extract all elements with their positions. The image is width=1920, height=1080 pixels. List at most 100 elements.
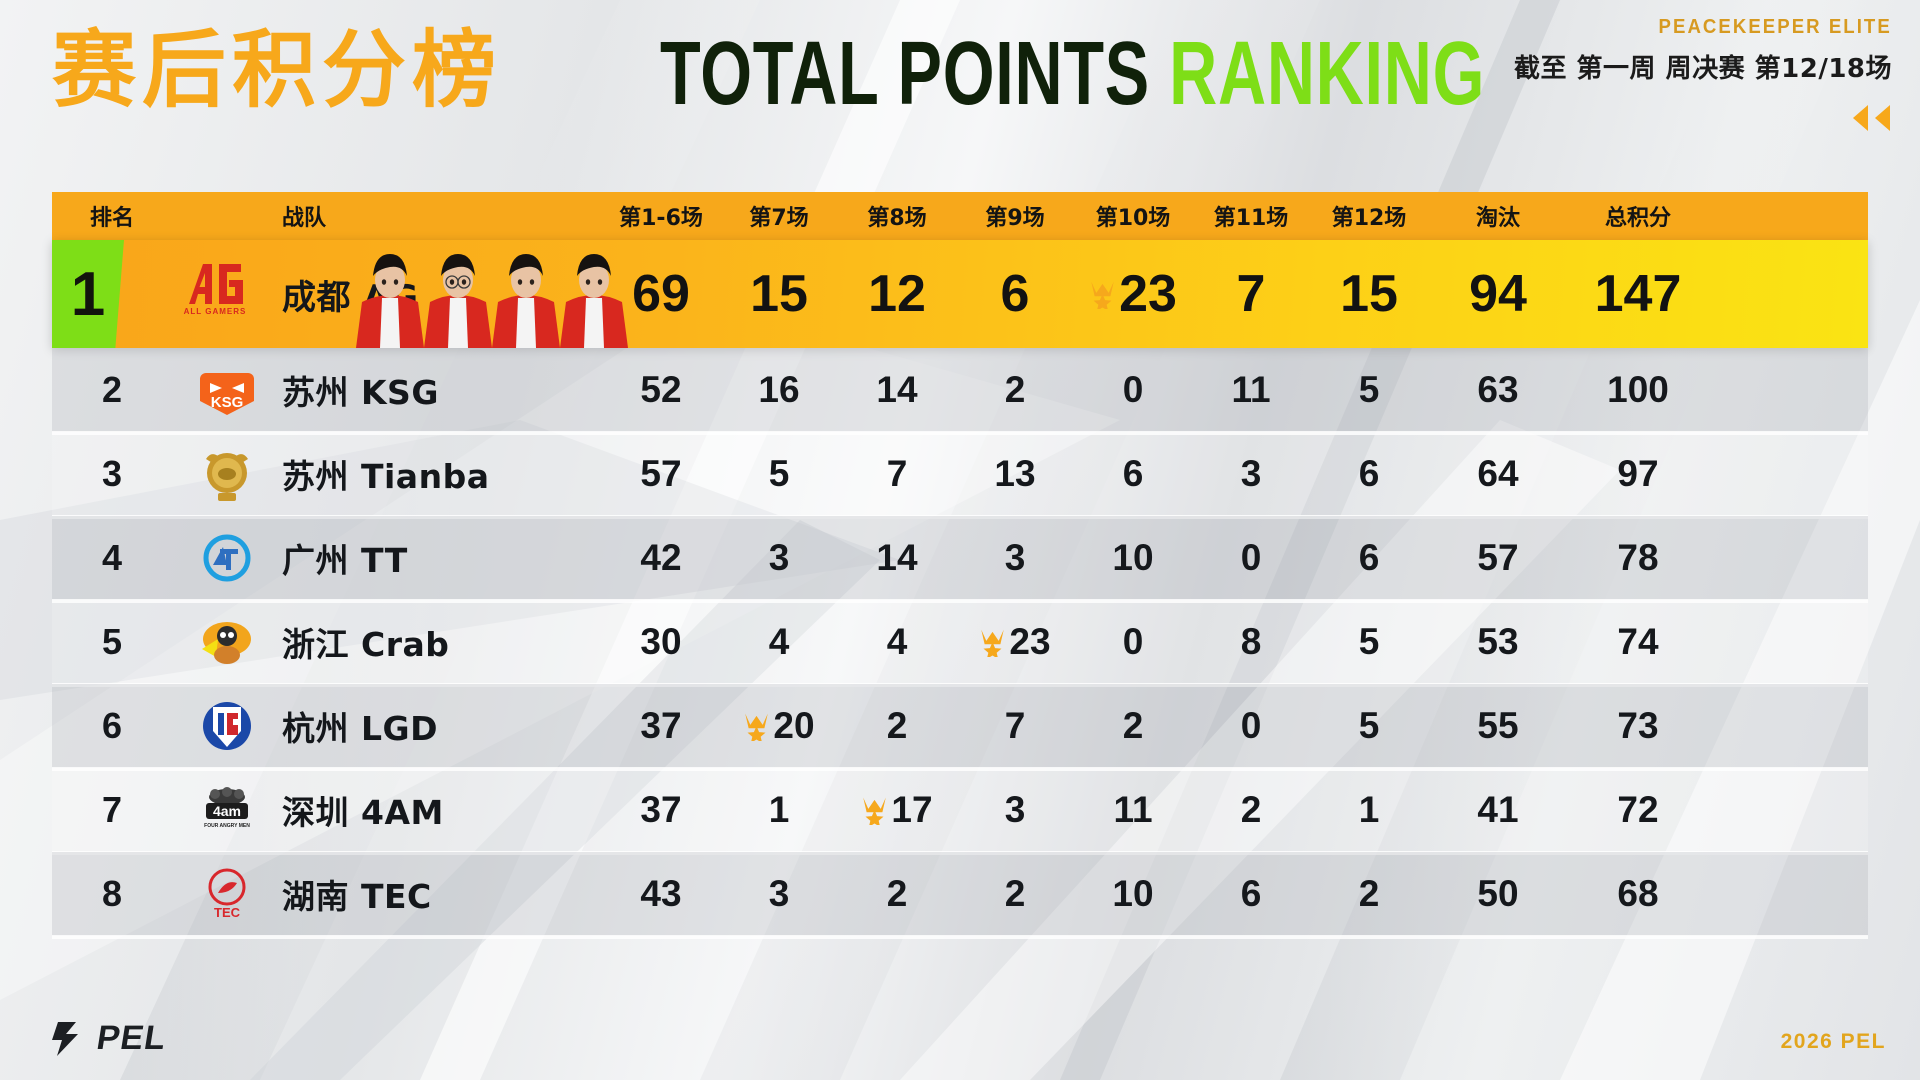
cell-kills: 55	[1477, 705, 1519, 746]
cell-m9: 7	[1004, 705, 1026, 746]
navigation-arrows[interactable]	[1853, 105, 1890, 131]
cell-m1_6: 37	[640, 705, 682, 746]
cell-m1_6: 42	[640, 537, 682, 578]
column-header-m1_6: 第1-6场	[619, 206, 703, 231]
cell-total: 97	[1617, 453, 1659, 494]
cell-m12: 5	[1358, 705, 1380, 746]
tec-logo: TEC	[208, 868, 246, 920]
cell-m11: 11	[1231, 369, 1271, 410]
fouram-logo: 4am FOUR ANGRY MEN	[204, 787, 250, 829]
wwcd-star-icon	[863, 797, 887, 825]
column-header-m9: 第9场	[985, 206, 1045, 231]
cell-kills: 64	[1477, 453, 1519, 494]
table-row[interactable]: 5 浙江 Crab 30 4 4 23 0 8 5 53 74	[52, 600, 1868, 687]
ksg-logo: KSG	[200, 373, 254, 415]
table-header-row: 排名 战队 第1-6场 第7场 第8场 第9场 第10场 第11场 第12场 淘汰 总积分	[52, 192, 1868, 240]
column-header-m11: 第11场	[1213, 206, 1289, 231]
team-name-cell: 广州 TT	[282, 541, 408, 580]
team-name-cell: 湖南 TEC	[282, 877, 432, 916]
table-row[interactable]: 2 KSG 苏州 KSG 52 16 14 2 0 11 5 63 100	[52, 348, 1868, 435]
lightning-bolt-icon	[52, 1022, 78, 1056]
rank-cell: 8	[101, 873, 123, 914]
cell-m12: 5	[1358, 621, 1380, 662]
ag-logo: ALL GAMERS	[184, 264, 245, 316]
cell-total: 72	[1617, 789, 1659, 830]
table-row[interactable]: 1 ALL GAMERS 成都 AG 69 15 12 6 23 7 15 94 147	[52, 240, 1868, 348]
cell-m8: 17	[838, 789, 956, 831]
table-body: 1 ALL GAMERS 成都 AG 69 15 12 6 23 7 15 94 147 2 KSG 苏州 …	[52, 240, 1868, 939]
cell-m12: 5	[1358, 369, 1380, 410]
arrow-left-icon-2[interactable]	[1875, 105, 1890, 131]
cell-m9: 2	[1004, 873, 1026, 914]
cell-m11: 8	[1240, 621, 1262, 662]
cell-m1_6: 69	[632, 265, 690, 323]
copyright-text: 2026 PEL	[1780, 1030, 1886, 1053]
cell-m12: 6	[1358, 537, 1380, 578]
cell-kills: 53	[1477, 621, 1519, 662]
table-row[interactable]: 6 杭州 LGD 37 20 2 7 2 0 5 55 73	[52, 684, 1868, 771]
cell-m12: 1	[1358, 789, 1380, 830]
wwcd-star-icon	[981, 629, 1005, 657]
arrow-left-icon[interactable]	[1853, 105, 1868, 131]
cell-m1_6: 43	[640, 873, 682, 914]
table-row[interactable]: 8 TEC 湖南 TEC 43 3 2 2 10 6 2 50 68	[52, 852, 1868, 939]
cell-m9: 3	[1004, 789, 1026, 830]
lgd-logo	[203, 702, 251, 750]
brand-tag: PEACEKEEPER ELITE	[1658, 16, 1892, 38]
cell-m10: 6	[1122, 453, 1144, 494]
cell-m7: 20	[720, 705, 838, 747]
cell-m8: 2	[886, 705, 908, 746]
svg-text:FOUR ANGRY MEN: FOUR ANGRY MEN	[204, 823, 250, 829]
cell-m11: 0	[1240, 537, 1262, 578]
column-header-total: 总积分	[1604, 206, 1671, 231]
cell-m11: 2	[1240, 789, 1262, 830]
page-title-english: TOTAL POINTS RANKING	[660, 26, 1485, 122]
cell-m9: 23	[956, 621, 1074, 663]
cell-total: 74	[1617, 621, 1659, 662]
cell-m11: 3	[1240, 453, 1262, 494]
page-title-chinese: 赛后积分榜	[52, 21, 503, 119]
wwcd-star-icon	[1091, 281, 1114, 309]
cell-total: 73	[1617, 705, 1659, 746]
cell-m7: 3	[768, 537, 790, 578]
cell-m11: 0	[1240, 705, 1262, 746]
table-row[interactable]: 3 苏州 Tianba 57 5 7 13 6 3 6 64 97	[52, 432, 1868, 519]
cell-total: 78	[1617, 537, 1659, 578]
rank-badge: 1	[52, 240, 124, 348]
team-name-cell: 浙江 Crab	[282, 625, 450, 664]
column-header-m12: 第12场	[1331, 206, 1407, 231]
cell-m10: 23	[1074, 264, 1192, 324]
team-name-cell: 苏州 KSG	[282, 373, 439, 412]
team-logo	[172, 527, 282, 589]
cell-m10: 0	[1122, 621, 1144, 662]
standings-table: 排名 战队 第1-6场 第7场 第8场 第9场 第10场 第11场 第12场 淘汰 总积分 1 ALL…	[52, 192, 1868, 939]
cell-total: 68	[1617, 873, 1659, 914]
team-logo: KSG	[172, 359, 282, 421]
rank-cell: 7	[101, 789, 123, 830]
title-total-points: TOTAL POINTS	[660, 24, 1150, 124]
cell-m10: 0	[1122, 369, 1144, 410]
row-separator	[52, 431, 1868, 435]
team-photo	[356, 254, 628, 348]
cell-m1_6: 37	[640, 789, 682, 830]
svg-text:KSG: KSG	[211, 394, 244, 411]
cell-m7: 5	[768, 453, 790, 494]
rank-cell: 3	[101, 453, 123, 494]
pel-logo: PEL	[48, 1018, 169, 1058]
cell-m9: 2	[1004, 369, 1026, 410]
row-separator	[52, 935, 1868, 939]
row-separator	[52, 683, 1868, 687]
cell-m10: 10	[1112, 873, 1154, 914]
crab-logo	[202, 622, 251, 664]
cell-m1_6: 30	[640, 621, 682, 662]
column-header-m7: 第7场	[749, 206, 809, 231]
team-name-cell: 深圳 4AM	[282, 793, 444, 832]
cell-kills: 94	[1469, 265, 1527, 323]
row-separator	[52, 515, 1868, 519]
title-ranking: RANKING	[1169, 24, 1486, 124]
table-row[interactable]: 4 广州 TT 42 3 14 3 10 0 6 57 78	[52, 516, 1868, 603]
team-logo: ALL GAMERS	[172, 254, 282, 334]
cell-m11: 6	[1240, 873, 1262, 914]
table-row[interactable]: 7 4am FOUR ANGRY MEN 深圳 4AM 37 1 17 3 11 2 1 41 72	[52, 768, 1868, 855]
team-name-cell: 苏州 Tianba	[282, 457, 490, 496]
